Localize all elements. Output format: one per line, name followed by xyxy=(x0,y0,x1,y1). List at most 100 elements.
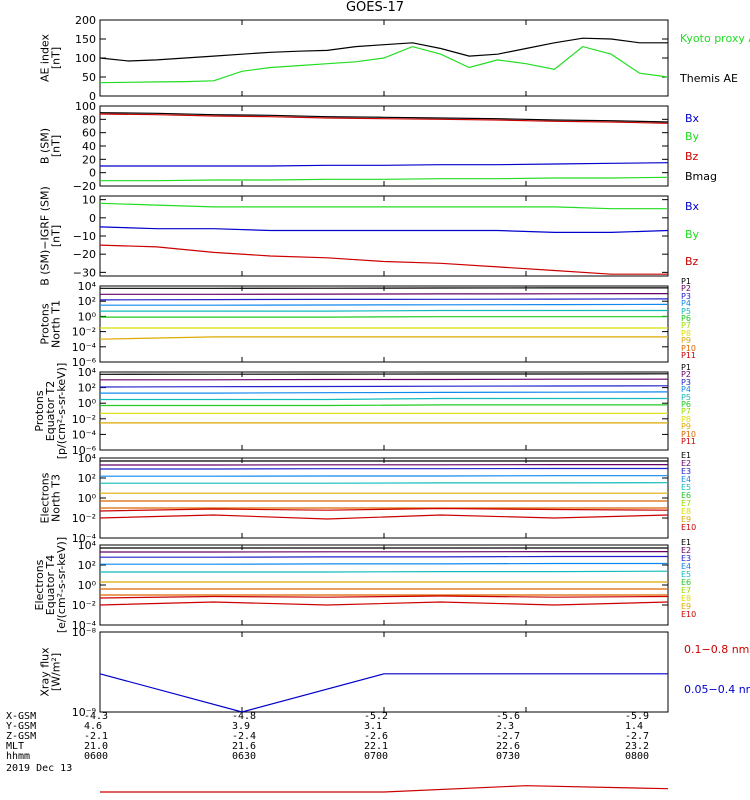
eph-value: 0800 xyxy=(625,751,650,762)
eph-value: 22.6 xyxy=(496,741,521,752)
series-line xyxy=(100,562,668,565)
y-axis-label: B (SM) xyxy=(39,128,52,164)
legend-item: P6 xyxy=(681,314,691,323)
y-tick-label: −20 xyxy=(73,248,96,261)
y-tick-label: 10⁻² xyxy=(72,326,96,339)
y-tick-label: −10 xyxy=(73,230,96,243)
legend-item: E7 xyxy=(681,499,692,508)
y-axis-label: North T3 xyxy=(50,474,63,522)
y-tick-label: 40 xyxy=(82,140,96,153)
row-label: Y-GSM xyxy=(6,721,37,732)
y-axis-label: AE index xyxy=(39,33,52,82)
panel-frame xyxy=(99,631,669,713)
eph-value: 3.9 xyxy=(232,721,251,732)
y-tick-label: 10⁴ xyxy=(78,280,97,293)
y-tick-label: 10⁴ xyxy=(78,366,97,379)
legend-item: E9 xyxy=(681,515,692,524)
series-line xyxy=(100,303,669,306)
legend-item: Bz xyxy=(685,255,699,268)
y-tick-label: 80 xyxy=(82,113,96,126)
y-tick-label: 10⁻⁴ xyxy=(72,619,97,632)
y-axis-label: [nT] xyxy=(50,47,63,69)
row-label: hhmm xyxy=(6,751,31,762)
series-line xyxy=(100,482,669,484)
legend-item: P4 xyxy=(681,385,691,395)
legend-item: P9 xyxy=(681,336,691,346)
eph-value: -2.6 xyxy=(364,731,389,742)
legend-item: E6 xyxy=(681,491,692,500)
legend-item: E4 xyxy=(681,475,692,484)
legend-item: E10 xyxy=(681,523,697,532)
series-line xyxy=(100,309,668,312)
series-line xyxy=(99,45,669,84)
series-line xyxy=(100,467,668,470)
series-line xyxy=(100,293,669,295)
legend-item: 0.05−0.4 nm xyxy=(684,683,750,696)
eph-value: 23.2 xyxy=(625,741,650,752)
legend-item: P9 xyxy=(681,422,691,432)
y-axis-label: Xray flux xyxy=(39,647,52,697)
y-tick-label: 10² xyxy=(78,295,96,308)
series-line xyxy=(99,601,669,606)
y-tick-label: 60 xyxy=(82,127,96,140)
eph-value: 21.6 xyxy=(232,741,257,752)
legend-item: P1 xyxy=(681,363,691,372)
eph-value: -2.1 xyxy=(84,731,109,742)
y-tick-label: 10⁰ xyxy=(78,579,97,592)
eph-value: 0730 xyxy=(496,751,521,762)
legend-item: P11 xyxy=(681,437,697,446)
series-line xyxy=(99,202,668,210)
eph-value: -5.9 xyxy=(625,711,650,722)
eph-value: -2.7 xyxy=(625,731,650,742)
y-axis-label: [e/(cm²-s-sr-keV)] xyxy=(55,537,68,633)
series-line xyxy=(100,162,669,167)
y-axis-label: [p/(cm²-s-sr-keV)] xyxy=(55,363,68,460)
eph-value: 0700 xyxy=(364,751,389,762)
legend-item: 0.1−0.8 nm xyxy=(684,643,750,656)
y-tick-label: 10⁴ xyxy=(78,452,97,465)
y-tick-label: 20 xyxy=(82,153,96,166)
series-line xyxy=(100,176,669,182)
legend-item: E8 xyxy=(681,507,692,516)
legend-item: P1 xyxy=(681,277,691,286)
series-line xyxy=(99,507,669,512)
y-axis-label: Equator T2 xyxy=(44,381,57,441)
y-axis-label: [nT] xyxy=(50,225,63,247)
legend-item: By xyxy=(685,130,700,143)
eph-value: -5.6 xyxy=(496,711,521,722)
legend-item: Bz xyxy=(685,150,699,163)
y-tick-label: 0 xyxy=(89,90,96,103)
y-tick-label: 10⁰ xyxy=(78,310,97,323)
y-tick-label: 10⁻⁸ xyxy=(72,626,97,639)
legend-item: E8 xyxy=(681,594,692,603)
legend-item: P10 xyxy=(681,429,697,439)
y-axis-label: Electrons xyxy=(33,559,46,610)
y-tick-label: 10⁻⁴ xyxy=(72,428,97,441)
legend-item: Kyoto proxy AE xyxy=(680,32,750,45)
panel-frame xyxy=(99,371,669,451)
legend-item: E2 xyxy=(681,459,692,468)
series-line xyxy=(99,514,669,520)
y-tick-label: 10² xyxy=(78,559,96,572)
legend-item: E5 xyxy=(681,483,692,492)
y-axis-label: Protons xyxy=(39,303,52,344)
y-tick-label: 200 xyxy=(75,14,96,27)
y-tick-label: 50 xyxy=(82,71,96,84)
series-line xyxy=(100,785,669,793)
legend-item: P2 xyxy=(681,370,691,380)
y-axis-label: [W/m²] xyxy=(50,653,63,691)
legend-item: Themis AE xyxy=(680,72,738,85)
series-line xyxy=(100,570,669,573)
eph-value: -4.3 xyxy=(84,711,109,722)
legend-item: E9 xyxy=(681,602,692,611)
y-tick-label: 10⁻⁶ xyxy=(72,444,97,457)
eph-value: 22.1 xyxy=(364,741,389,752)
legend-item: P5 xyxy=(681,392,691,402)
legend-item: P8 xyxy=(681,414,691,424)
eph-value: -2.7 xyxy=(496,731,521,742)
legend-item: Bx xyxy=(685,200,700,213)
y-tick-label: 10 xyxy=(82,194,96,207)
panel-frame xyxy=(99,105,669,187)
y-axis-label: Electrons xyxy=(39,472,52,523)
